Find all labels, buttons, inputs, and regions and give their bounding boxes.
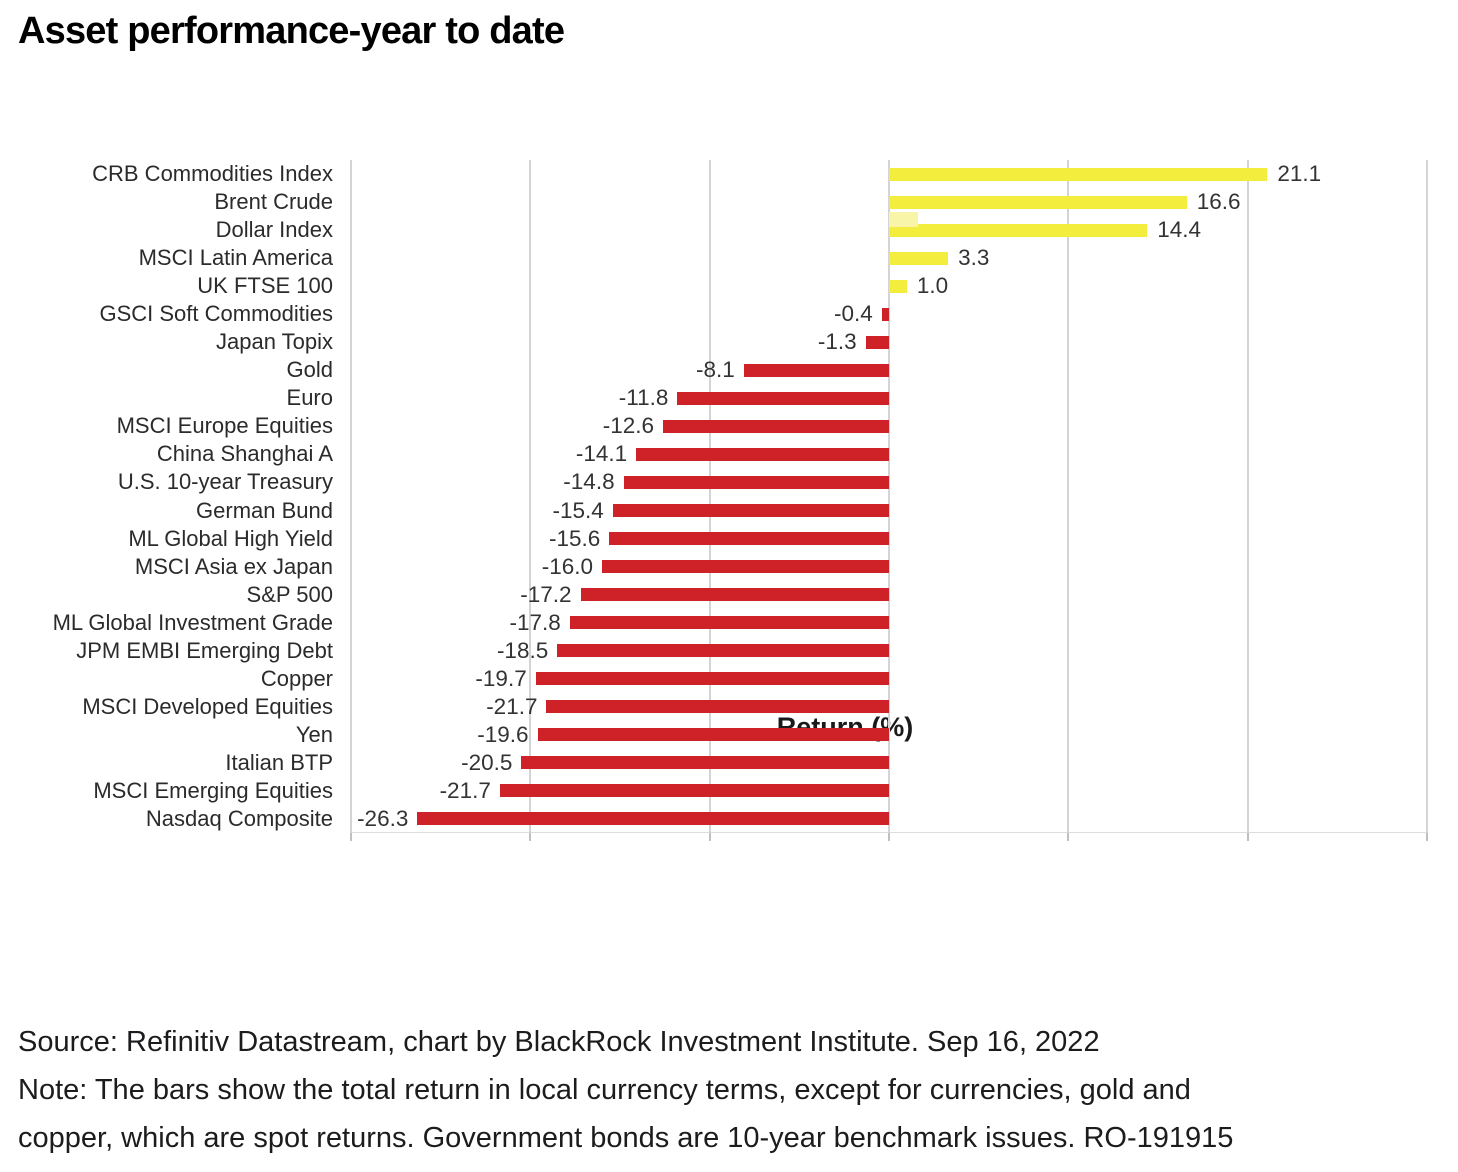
category-label: MSCI Developed Equities	[82, 693, 333, 719]
bar	[743, 363, 889, 377]
bar	[537, 728, 889, 742]
bar	[889, 251, 949, 265]
axis-tick	[1246, 833, 1249, 841]
category-label: Italian BTP	[225, 749, 333, 775]
category-label: ML Global High Yield	[128, 525, 333, 551]
category-axis: CRB Commodities Index Brent Crude Dollar I…	[0, 160, 333, 833]
value-label: 1.0	[916, 273, 949, 299]
value-label: -21.7	[439, 777, 491, 803]
category-label: Yen	[295, 721, 333, 747]
axis-tick	[1067, 833, 1070, 841]
value-label: -20.5	[461, 749, 513, 775]
value-label: -17.8	[509, 609, 561, 635]
bar	[609, 532, 889, 546]
category-label: GSCI Soft Commodities	[99, 301, 333, 327]
category-label: ML Global Investment Grade	[52, 609, 333, 635]
value-label: -17.2	[520, 581, 572, 607]
source-text: Source: Refinitiv Datastream, chart by B…	[18, 1026, 1100, 1058]
category-label: German Bund	[196, 497, 333, 523]
bar	[663, 419, 889, 433]
category-label: Copper	[260, 665, 333, 691]
axis-tick	[888, 833, 890, 841]
bar	[499, 784, 889, 798]
value-label: -8.1	[695, 357, 735, 383]
gridline	[708, 160, 711, 833]
bar	[580, 588, 889, 602]
bar	[602, 560, 889, 574]
axis-tick	[529, 833, 532, 841]
value-label: -16.0	[541, 553, 594, 579]
category-label: China Shanghai A	[156, 441, 333, 467]
category-label: U.S. 10-year Treasury	[117, 469, 333, 495]
faint-bar-artifact	[889, 212, 918, 228]
bar	[636, 447, 889, 461]
bar	[569, 616, 889, 630]
category-label: Euro	[286, 385, 333, 411]
bar	[417, 812, 889, 826]
value-label: 3.3	[958, 245, 990, 271]
bar	[889, 167, 1268, 181]
value-label: -0.4	[834, 301, 873, 327]
note-text-line-1: Note: The bars show the total return in …	[18, 1074, 1191, 1106]
value-label: -14.8	[563, 469, 615, 495]
chart-footnotes: Source: Refinitiv Datastream, chart by B…	[18, 1018, 1442, 1162]
chart-title: Asset performance-year to date	[18, 10, 565, 52]
bar	[521, 756, 889, 770]
bar	[623, 475, 889, 489]
category-label: Japan Topix	[215, 329, 333, 355]
category-label: Dollar Index	[215, 217, 333, 243]
category-label: Brent Crude	[214, 189, 333, 215]
bar	[535, 672, 889, 686]
gridline	[529, 160, 532, 833]
category-label: MSCI Emerging Equities	[93, 777, 333, 803]
bar	[546, 700, 889, 714]
plot-area: 21.1 16.6 14.4 3.3 1.0 -0.4 -1.3 -8.1 -11.8 -12.6…	[350, 160, 1428, 841]
category-label: Nasdaq Composite	[145, 805, 333, 831]
category-label: S&P 500	[246, 581, 333, 607]
value-label: -11.8	[618, 385, 669, 411]
category-label: UK FTSE 100	[197, 273, 333, 299]
category-label: MSCI Asia ex Japan	[134, 553, 333, 579]
bar-chart: CRB Commodities Index Brent Crude Dollar I…	[0, 160, 1440, 860]
value-label: -15.6	[548, 525, 601, 551]
gridline	[1246, 160, 1249, 833]
value-label: -21.7	[486, 693, 538, 719]
value-label: -14.1	[575, 441, 628, 467]
value-label: 14.4	[1157, 217, 1202, 243]
value-label: 16.6	[1196, 189, 1241, 215]
bar	[889, 223, 1148, 237]
value-label: -19.7	[475, 665, 527, 691]
gridline	[1426, 160, 1428, 833]
bar	[865, 335, 889, 349]
bar	[612, 504, 889, 518]
bar	[557, 644, 889, 658]
value-label: -15.4	[552, 497, 604, 523]
bar	[881, 307, 889, 321]
axis-tick	[1426, 833, 1428, 841]
gridline	[350, 160, 352, 833]
bar	[889, 195, 1187, 209]
axis-tick	[708, 833, 711, 841]
value-label: 21.1	[1277, 161, 1322, 186]
axis-tick	[350, 833, 352, 841]
gridline	[888, 160, 890, 833]
bar	[677, 391, 889, 405]
value-label: -18.5	[496, 637, 549, 663]
category-label: JPM EMBI Emerging Debt	[76, 637, 333, 663]
category-label: MSCI Latin America	[138, 245, 333, 271]
note-text-line-2: copper, which are spot returns. Governme…	[18, 1122, 1234, 1154]
value-label: -19.6	[477, 721, 529, 747]
category-label: Gold	[286, 357, 333, 383]
gridline	[1067, 160, 1070, 833]
value-label: -12.6	[602, 413, 655, 439]
bar	[889, 279, 907, 293]
value-label: -1.3	[817, 329, 857, 355]
value-label: -26.3	[357, 805, 409, 831]
category-label: MSCI Europe Equities	[116, 413, 333, 439]
category-label: CRB Commodities Index	[92, 161, 333, 186]
